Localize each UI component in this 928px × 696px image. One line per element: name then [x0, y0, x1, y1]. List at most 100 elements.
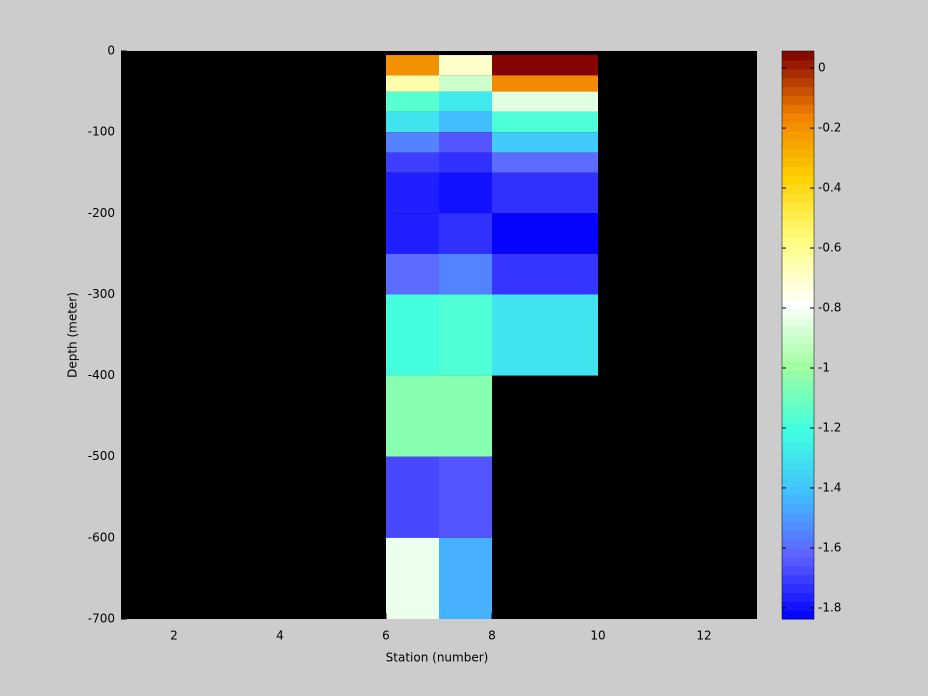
colorbar-step	[782, 565, 814, 576]
colorbar-step	[782, 139, 814, 150]
colorbar-step	[782, 406, 814, 416]
colorbar-step	[782, 512, 814, 522]
heatmap-cell	[439, 132, 492, 153]
heatmap-cell	[439, 91, 492, 112]
colorbar-step	[782, 379, 814, 389]
heatmap-cell	[386, 213, 439, 254]
colorbar-step	[782, 184, 814, 194]
colorbar-step	[782, 175, 814, 185]
colorbar-step	[782, 485, 814, 496]
colorbar-tick-label: -0.4	[818, 181, 841, 195]
colorbar-step	[782, 104, 814, 114]
colorbar-step	[782, 210, 814, 221]
colorbar-tick-label: -1.2	[818, 420, 841, 434]
x-axis-label: Station (number)	[386, 651, 489, 665]
colorbar-step	[782, 201, 814, 212]
colorbar-step	[782, 299, 814, 309]
colorbar-tick-label: -1.6	[818, 540, 841, 554]
heatmap-cell	[492, 172, 598, 214]
heatmap-cell	[386, 55, 439, 76]
colorbar-step	[782, 148, 814, 158]
colorbar-step	[782, 246, 814, 256]
colorbar-step	[782, 290, 814, 300]
heatmap-cell	[439, 294, 492, 376]
colorbar-step	[782, 237, 814, 247]
colorbar-step	[782, 397, 814, 407]
colorbar-tick-label: 0	[818, 61, 826, 75]
x-tick-label: 6	[382, 629, 390, 643]
colorbar-step	[782, 255, 814, 265]
colorbar-tick-label: -1	[818, 360, 830, 374]
colorbar-step	[782, 432, 814, 442]
colorbar-step	[782, 352, 814, 363]
colorbar-step	[782, 326, 814, 336]
heatmap-cell	[492, 75, 598, 92]
heatmap-cell	[492, 152, 598, 173]
heatmap-cell	[492, 294, 598, 376]
colorbar-step	[782, 388, 814, 398]
heatmap-cell	[386, 294, 439, 376]
heatmap-cell	[439, 111, 492, 133]
colorbar-step	[782, 459, 814, 469]
heatmap-cell	[386, 75, 439, 92]
y-tick-label: -700	[88, 612, 115, 626]
heatmap-cell	[492, 55, 598, 76]
colorbar-step	[782, 122, 814, 132]
heatmap-cell	[386, 537, 439, 619]
y-tick-label: -500	[88, 449, 115, 463]
colorbar-step	[782, 601, 814, 611]
colorbar-step	[782, 166, 814, 176]
colorbar-tick-label: -1.8	[818, 600, 841, 614]
colorbar-step	[782, 59, 814, 70]
colorbar-step	[782, 503, 814, 513]
colorbar-step	[782, 370, 814, 380]
colorbar-tick-label: -0.6	[818, 241, 841, 255]
colorbar-step	[782, 574, 814, 584]
colorbar-step	[782, 281, 814, 292]
colorbar-step	[782, 157, 814, 167]
heatmap-cell	[439, 375, 492, 457]
colorbar-step	[782, 548, 814, 558]
colorbar-step	[782, 468, 814, 478]
colorbar-step	[782, 441, 814, 451]
y-tick-label: -100	[88, 125, 115, 139]
heatmap-cell	[386, 111, 439, 133]
heatmap-cell	[439, 537, 492, 619]
colorbar-step	[782, 51, 814, 61]
y-tick-label: -600	[88, 530, 115, 544]
heatmap-cell	[386, 375, 439, 457]
heatmap-cell	[386, 172, 439, 214]
heatmap-cell	[386, 91, 439, 112]
heatmap-cell	[439, 55, 492, 76]
colorbar-step	[782, 308, 814, 318]
colorbar-step	[782, 68, 814, 79]
colorbar-step	[782, 193, 814, 203]
colorbar-step	[782, 113, 814, 123]
colorbar-frame	[781, 50, 815, 620]
colorbar-step	[782, 264, 814, 274]
colorbar-step	[782, 494, 814, 505]
heatmap-cell	[386, 132, 439, 153]
heatmap-cell	[492, 111, 598, 133]
heatmap-cell	[386, 456, 439, 538]
colorbar-step	[782, 539, 814, 549]
colorbar-step	[782, 423, 814, 434]
x-tick-label: 4	[276, 629, 284, 643]
colorbar-step	[782, 130, 814, 141]
y-tick-label: -400	[88, 368, 115, 382]
colorbar-step	[782, 228, 814, 238]
heatmap-cell	[439, 213, 492, 254]
colorbar-step	[782, 583, 814, 593]
y-tick-label: 0	[107, 44, 115, 58]
heatmap-cell	[386, 152, 439, 173]
colorbar-step	[782, 361, 814, 371]
colorbar-step	[782, 219, 814, 229]
colorbar-step	[782, 521, 814, 531]
y-tick-label: -300	[88, 287, 115, 301]
heatmap-cell	[439, 456, 492, 538]
colorbar-step	[782, 477, 814, 487]
x-tick-label: 8	[488, 629, 496, 643]
colorbar-step	[782, 450, 814, 460]
heatmap-cell	[492, 132, 598, 153]
